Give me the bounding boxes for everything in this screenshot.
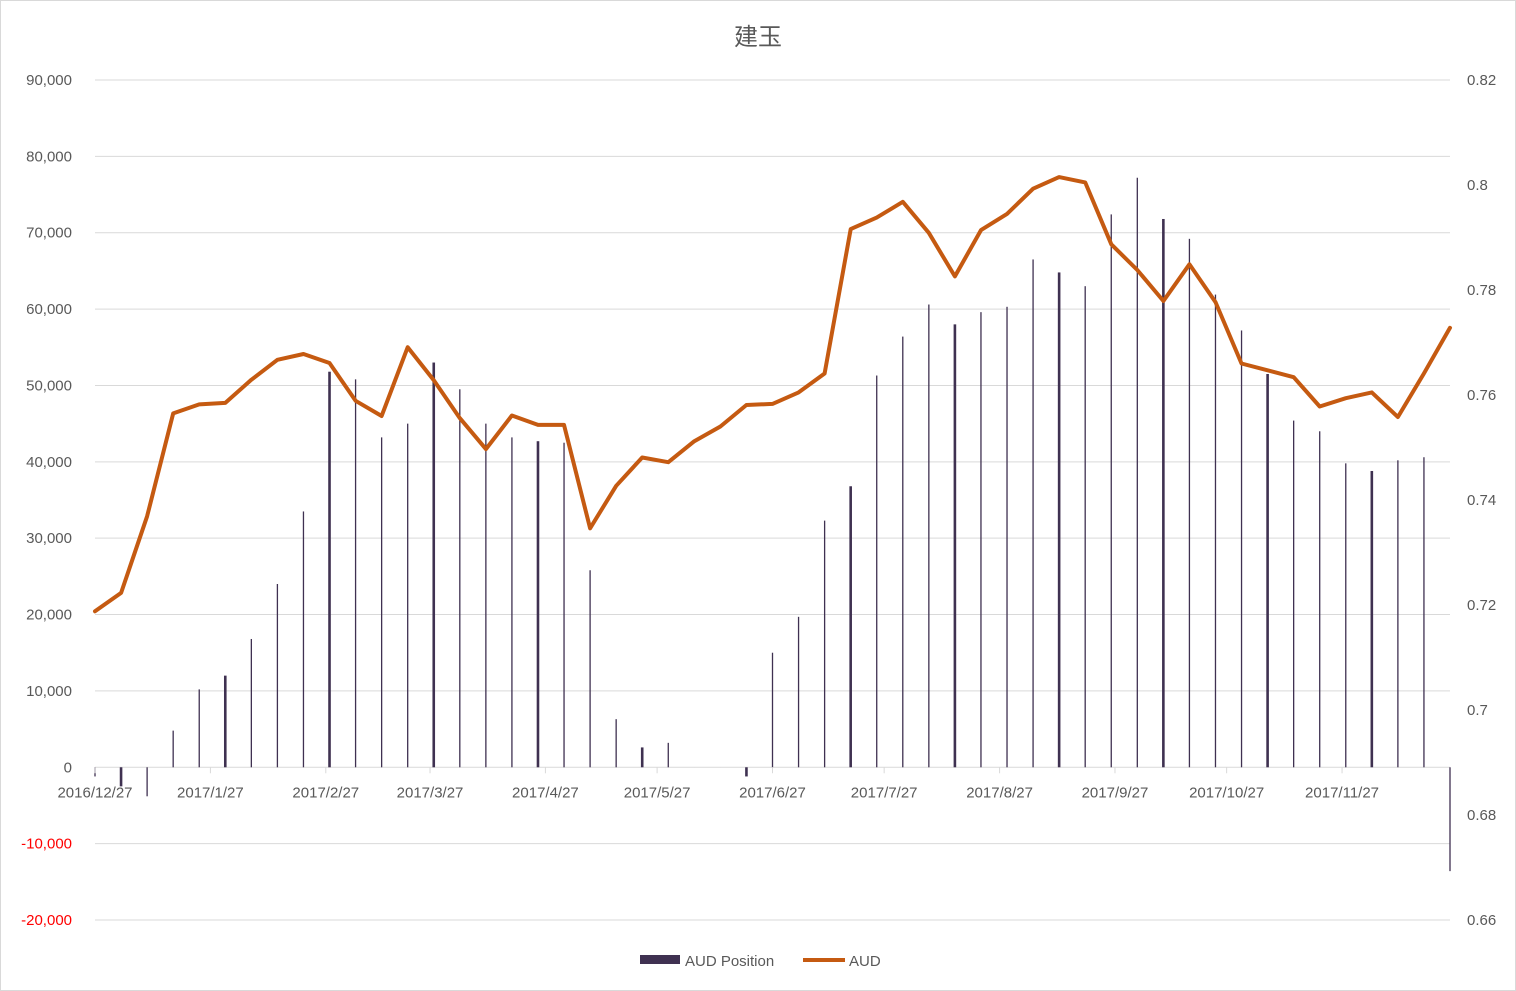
y-right-tick-label: 0.78 bbox=[1467, 282, 1496, 299]
y-right-tick-label: 0.76 bbox=[1467, 387, 1496, 404]
bar-aud-position bbox=[928, 304, 930, 768]
y-left-tick-label: 90,000 bbox=[26, 72, 72, 89]
y-right-tick-label: 0.72 bbox=[1467, 597, 1496, 614]
line-aud bbox=[93, 175, 1452, 614]
x-tick-label: 2017/9/27 bbox=[1082, 784, 1149, 801]
bar-aud-position bbox=[980, 312, 982, 768]
legend-label-aud: AUD bbox=[849, 953, 881, 970]
bar-aud-position bbox=[1319, 431, 1321, 768]
y-left-tick-label: 80,000 bbox=[26, 148, 72, 165]
y-left-tick-label: 20,000 bbox=[26, 607, 72, 624]
y-right-tick-label: 0.74 bbox=[1467, 492, 1496, 509]
bar-aud-position bbox=[172, 730, 174, 768]
y-left-tick-label: 60,000 bbox=[26, 301, 72, 318]
y-right-tick-label: 0.68 bbox=[1467, 807, 1496, 824]
bar-aud-position bbox=[432, 362, 436, 768]
x-tick-label: 2017/4/27 bbox=[512, 784, 579, 801]
x-tick-label: 2017/11/27 bbox=[1305, 784, 1379, 801]
bar-aud-position bbox=[1345, 463, 1347, 768]
bar-series-aud-position bbox=[94, 177, 1451, 872]
bar-aud-position bbox=[1370, 470, 1374, 768]
x-tick-label: 2017/10/27 bbox=[1189, 784, 1264, 801]
bar-aud-position bbox=[1057, 272, 1061, 768]
bar-aud-position bbox=[771, 652, 774, 768]
x-tick-label: 2017/3/27 bbox=[397, 784, 464, 801]
bar-aud-position bbox=[511, 437, 513, 768]
bar-aud-position bbox=[1084, 286, 1086, 768]
y-left-tick-label: 0 bbox=[64, 759, 72, 776]
y-right-tick-label: 0.82 bbox=[1467, 72, 1496, 89]
bar-aud-position bbox=[1423, 457, 1425, 768]
bar-aud-position bbox=[589, 570, 591, 768]
bar-aud-position bbox=[485, 423, 487, 768]
bar-aud-position bbox=[667, 742, 669, 768]
bar-aud-position bbox=[459, 389, 461, 768]
bar-aud-position bbox=[640, 747, 644, 768]
y-left-tick-label: 50,000 bbox=[26, 377, 72, 394]
x-tick-label: 2017/8/27 bbox=[966, 784, 1033, 801]
y-left-tick-label: 40,000 bbox=[26, 454, 72, 471]
x-tick-label: 2017/6/27 bbox=[739, 784, 806, 801]
y-right-tick-label: 0.8 bbox=[1467, 177, 1488, 194]
legend-swatch-aud-position bbox=[640, 955, 680, 964]
bar-aud-position bbox=[1214, 294, 1217, 768]
gridlines bbox=[95, 79, 1450, 921]
bar-aud-position bbox=[1397, 460, 1399, 768]
bar-aud-position bbox=[745, 767, 748, 777]
bar-aud-position bbox=[536, 441, 540, 768]
bar-aud-position bbox=[223, 675, 227, 768]
bar-aud-position bbox=[1110, 214, 1112, 768]
bar-aud-position bbox=[328, 371, 331, 768]
chart-title: 建玉 bbox=[734, 23, 782, 51]
bar-aud-position bbox=[876, 375, 878, 768]
x-tick-label: 2016/12/27 bbox=[57, 784, 132, 801]
bar-aud-position bbox=[119, 767, 123, 787]
bar-aud-position bbox=[354, 379, 357, 768]
y-left-tick-label: -10,000 bbox=[21, 836, 72, 853]
bar-aud-position bbox=[276, 584, 279, 768]
legend-label-aud-position: AUD Position bbox=[685, 953, 774, 970]
bar-aud-position bbox=[302, 511, 305, 768]
bar-aud-position bbox=[250, 638, 252, 768]
bar-aud-position bbox=[1162, 218, 1165, 768]
bar-aud-position bbox=[615, 719, 617, 768]
bar-aud-position bbox=[1293, 420, 1295, 768]
bar-aud-position bbox=[953, 324, 957, 768]
y-left-tick-label: 70,000 bbox=[26, 225, 72, 242]
y-left-tick-label: -20,000 bbox=[21, 912, 72, 929]
x-tick-label: 2017/2/27 bbox=[292, 784, 359, 801]
bar-aud-position bbox=[380, 437, 383, 768]
x-tick-label: 2017/5/27 bbox=[624, 784, 691, 801]
y-axis-left: -20,000 -10,000 0 10,000 20,000 30,000 40,000 5… bbox=[21, 72, 72, 929]
y-right-tick-label: 0.66 bbox=[1467, 912, 1496, 929]
y-left-tick-label: 10,000 bbox=[26, 683, 72, 700]
bar-aud-position bbox=[797, 616, 800, 768]
bar-aud-position bbox=[1032, 259, 1034, 768]
bar-aud-position bbox=[1006, 306, 1008, 768]
bar-aud-position bbox=[1266, 374, 1269, 768]
x-axis: 2016/12/27 2017/1/27 2017/2/27 2017/3/27 201… bbox=[57, 767, 1379, 801]
bar-aud-position bbox=[563, 442, 565, 768]
x-tick-label: 2017/7/27 bbox=[851, 784, 918, 801]
bar-aud-position bbox=[146, 767, 148, 797]
bar-aud-position bbox=[823, 520, 826, 768]
x-tick-label: 2017/1/27 bbox=[177, 784, 244, 801]
bar-aud-position bbox=[1136, 177, 1138, 768]
legend: AUD Position AUD bbox=[640, 953, 881, 970]
bar-aud-position bbox=[1240, 330, 1243, 768]
bar-aud-position bbox=[1188, 238, 1191, 768]
bar-aud-position bbox=[849, 486, 852, 768]
bar-aud-position bbox=[902, 336, 904, 768]
bar-aud-position bbox=[198, 689, 200, 768]
bar-aud-position bbox=[407, 423, 409, 768]
y-left-tick-label: 30,000 bbox=[26, 530, 72, 547]
y-right-tick-label: 0.7 bbox=[1467, 702, 1488, 719]
y-axis-right: 0.66 0.68 0.7 0.72 0.74 0.76 0.78 0.8 0.82 bbox=[1467, 72, 1496, 929]
line-series-aud bbox=[93, 175, 1452, 614]
bar-aud-position bbox=[1449, 767, 1451, 872]
